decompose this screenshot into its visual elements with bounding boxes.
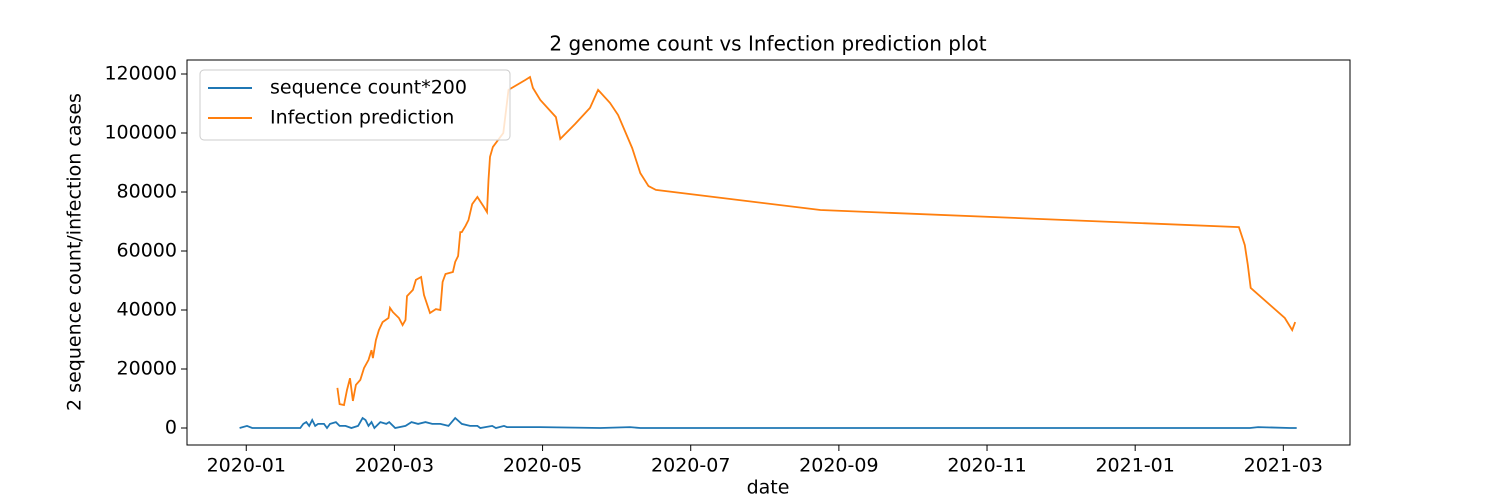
series-line	[336, 75, 1297, 407]
x-tick-label: 2020-11	[947, 455, 1026, 477]
y-tick-label: 80000	[117, 181, 177, 203]
x-tick-label: 2020-09	[799, 455, 878, 477]
legend-label: Infection prediction	[270, 107, 454, 129]
y-tick-label: 40000	[117, 299, 177, 321]
y-tick-label: 100000	[104, 122, 177, 144]
x-tick-label: 2020-01	[207, 455, 286, 477]
y-axis-label: 2 sequence count/infection cases	[64, 93, 86, 411]
x-tick-label: 2020-05	[503, 455, 582, 477]
legend-box	[199, 69, 511, 141]
x-tick-label: 2020-07	[651, 455, 730, 477]
y-tick-label: 60000	[117, 240, 177, 262]
chart-title: 2 genome count vs Infection prediction p…	[549, 32, 986, 56]
y-tick-label: 20000	[117, 358, 177, 380]
x-tick-label: 2020-03	[355, 455, 434, 477]
legend: sequence count*200 Infection prediction	[199, 69, 511, 141]
series-line	[239, 416, 1297, 430]
x-tick-label: 2021-03	[1244, 455, 1323, 477]
legend-label: sequence count*200	[270, 77, 467, 99]
x-axis-label: date	[747, 477, 790, 499]
plot-frame	[186, 59, 1351, 446]
y-tick-label: 0	[165, 417, 177, 439]
x-tick-label: 2021-01	[1095, 455, 1174, 477]
y-tick-label: 120000	[104, 63, 177, 85]
